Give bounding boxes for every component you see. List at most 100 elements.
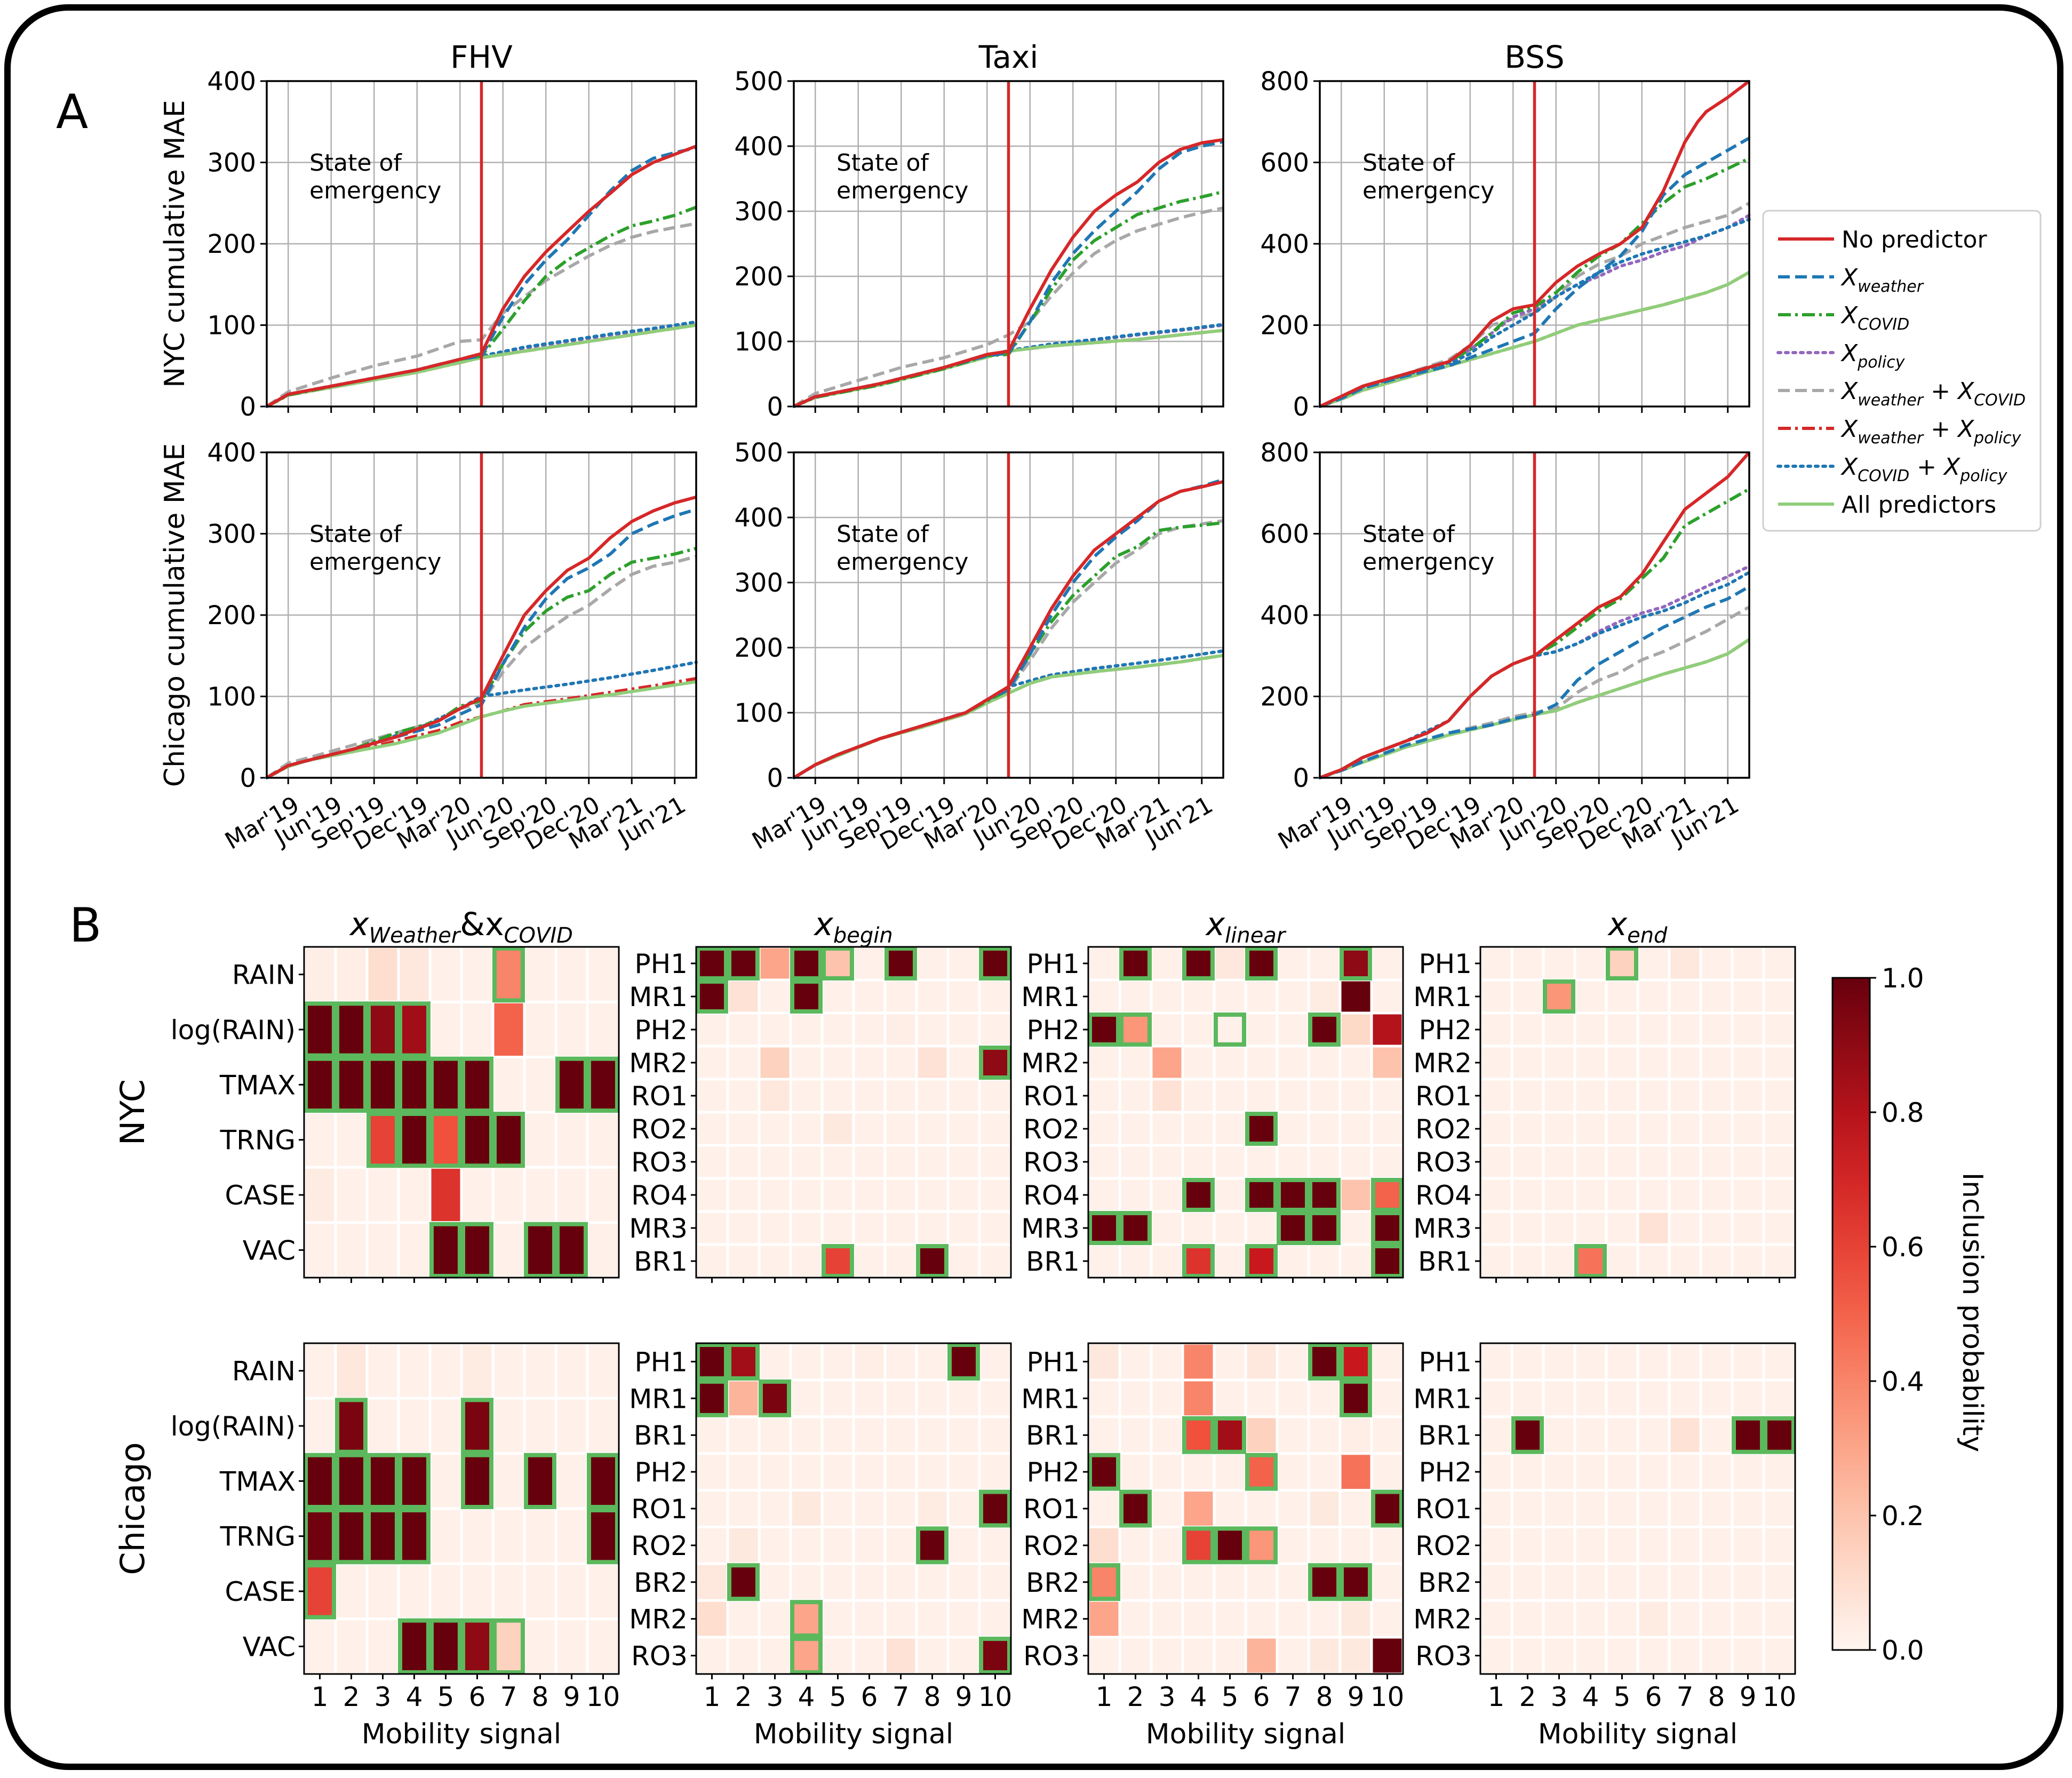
heatmap-cell [1150, 1599, 1184, 1639]
plot-frame [1319, 451, 1750, 779]
heatmap-cell [1118, 1111, 1153, 1147]
annotation-text: State of emergency [836, 149, 968, 204]
x-axis-label: Mobility signal [1538, 1718, 1738, 1750]
column-title: Taxi [978, 39, 1039, 75]
heatmap-cell [1605, 1111, 1639, 1147]
heatmap-cell [1338, 1415, 1373, 1455]
heatmap-cell [302, 1617, 337, 1676]
heatmap-cell [1510, 1452, 1545, 1492]
heatmap-cell [1479, 1342, 1513, 1382]
heatmap-cell [334, 1111, 369, 1169]
heatmap-cell [1213, 1243, 1247, 1279]
heatmap-cell [1731, 945, 1765, 982]
legend-text-part: weather [1858, 429, 1924, 448]
heatmap-cell [1370, 1452, 1405, 1492]
heatmap-cell [586, 1397, 620, 1455]
colorbar [1831, 977, 1871, 1651]
heatmap-cell [1338, 1636, 1373, 1676]
heatmap-cell [978, 1011, 1013, 1048]
heatmap-cell [491, 945, 526, 1003]
x-tick-label: 7 [1677, 1681, 1694, 1712]
heatmap-cell [1150, 978, 1184, 1015]
heatmap-cell [1276, 1243, 1310, 1279]
heatmap-cell [334, 1166, 369, 1224]
heatmap-cell [915, 1210, 950, 1246]
heatmap-cell [1731, 1415, 1765, 1455]
row-label: RO3 [631, 1147, 688, 1178]
heatmap-cell [1731, 1045, 1765, 1081]
annotation-line: State of [1362, 521, 1455, 548]
highlight-box [696, 946, 728, 980]
heatmap-cell [1636, 1599, 1671, 1639]
heatmap-cell [946, 1177, 981, 1213]
heatmap-cell [852, 978, 887, 1015]
y-tick-label: 0 [240, 392, 256, 422]
highlight-box [398, 1508, 431, 1565]
heatmap-cell [1762, 1210, 1797, 1246]
row-label: MR1 [1021, 1383, 1080, 1414]
highlight-box [366, 1001, 399, 1058]
heatmap-cell [1338, 1243, 1373, 1279]
heatmap-cell [946, 1378, 981, 1418]
row-label: TRNG [220, 1521, 296, 1552]
heatmap-cell [1370, 1045, 1405, 1081]
heatmap-cell [1244, 1342, 1279, 1382]
y-tick-label: 100 [734, 327, 783, 357]
heatmap-cell [1699, 945, 1734, 982]
heatmap-cell [820, 945, 855, 982]
heatmap-cell [726, 1562, 761, 1602]
highlight-box [1308, 1343, 1341, 1381]
x-tick-label: 8 [924, 1681, 941, 1712]
row-label: MR2 [1413, 1048, 1472, 1079]
heatmap-cell [523, 1221, 557, 1279]
heatmap-cell [428, 1056, 463, 1114]
heatmap-cell [1338, 1342, 1373, 1382]
colorbar-tick-label: 0.8 [1882, 1097, 1924, 1128]
heatmap-cell [1479, 1378, 1513, 1418]
heatmap-cell [1699, 1378, 1734, 1418]
legend-text-part: No predictor [1842, 226, 1987, 253]
heatmap-cell [915, 1111, 950, 1147]
heatmap-cell [915, 1378, 950, 1418]
heatmap-cell [883, 1452, 918, 1492]
heatmap-cell [852, 1636, 887, 1676]
heatmap-cell [852, 1525, 887, 1565]
heatmap-cell [1699, 1177, 1734, 1213]
heatmap-cell [695, 945, 729, 982]
series-line-none [793, 480, 1224, 779]
heatmap-cell [1510, 978, 1545, 1015]
heatmap-cell [365, 1111, 400, 1169]
legend-text-part: COVID [1858, 467, 1909, 485]
heatmap-cell [726, 1045, 761, 1081]
heatmap-cell [883, 1243, 918, 1279]
heatmap-cell [1276, 1011, 1310, 1048]
heatmap-cell [1573, 1452, 1608, 1492]
heatmap-cell [1573, 1599, 1608, 1639]
heatmap-cell [1087, 1342, 1121, 1382]
heatmap-cell [1668, 1378, 1702, 1418]
row-label: RO3 [1415, 1147, 1472, 1178]
highlight-box [1574, 1244, 1607, 1278]
legend-box [1762, 210, 2042, 532]
heatmap-cell [1605, 1078, 1639, 1114]
heatmap-cell [554, 1452, 589, 1510]
heatmap-cell [1244, 1525, 1279, 1565]
heatmap-cell [491, 1111, 526, 1169]
heatmap-cell [1338, 1011, 1373, 1048]
row-label: log(RAIN) [171, 1411, 296, 1442]
heatmap-cell [1542, 1378, 1576, 1418]
heatmap-cell [523, 1452, 557, 1510]
heatmap-cell [946, 1011, 981, 1048]
heatmap-cell [1338, 1111, 1373, 1147]
legend-text-part: X [1840, 378, 1858, 405]
heatmap-cell [1605, 1452, 1639, 1492]
heatmap-cell [915, 978, 950, 1015]
heatmap-cell [820, 1489, 855, 1529]
row-label: VAC [243, 1631, 296, 1662]
heatmap-cell [1731, 1111, 1765, 1147]
heatmap-cell [1118, 1243, 1153, 1279]
heatmap-cell [820, 1342, 855, 1382]
highlight-box [727, 1563, 760, 1601]
